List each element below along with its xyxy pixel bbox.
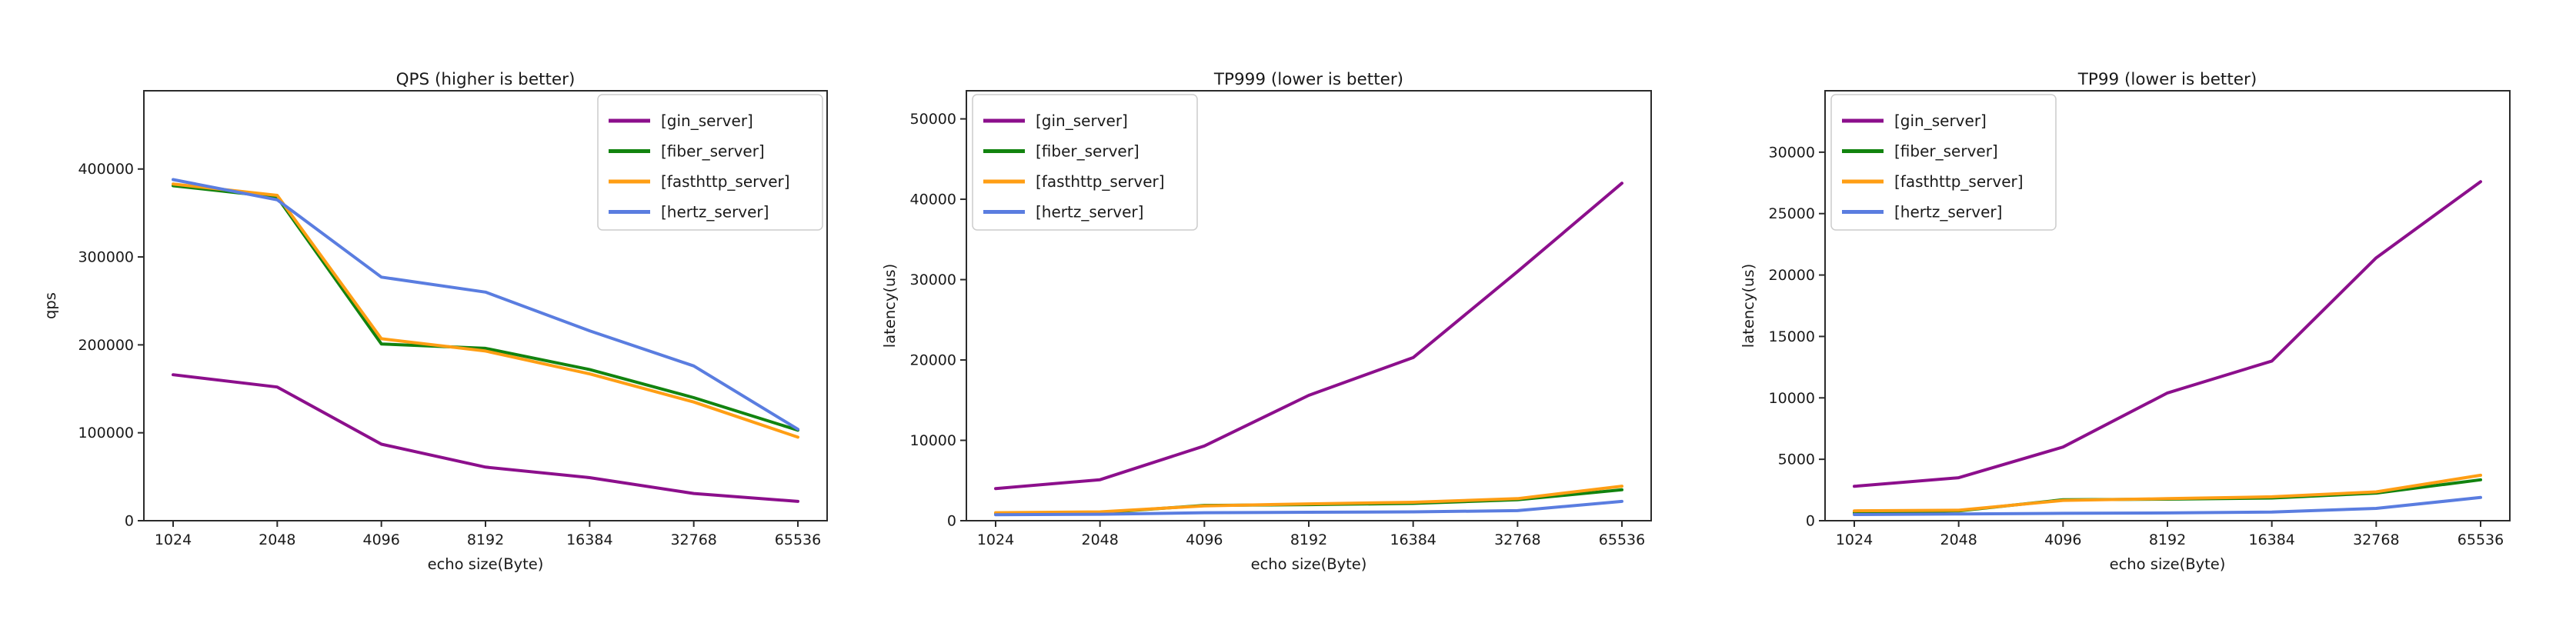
chart-tp99: TP99 (lower is better) latency(us) echo si… (1717, 0, 2576, 623)
legend-label-fiber_server: [fiber_server] (661, 142, 765, 161)
x-tick-label: 16384 (2248, 531, 2294, 548)
chart-title: QPS (higher is better) (396, 70, 576, 89)
x-tick-label: 65536 (1599, 531, 1645, 548)
legend-label-gin_server: [gin_server] (1036, 112, 1128, 130)
y-tick-label: 0 (1806, 513, 1815, 530)
y-tick-label: 20000 (1769, 267, 1815, 284)
x-tick-label: 2048 (259, 531, 295, 548)
series-line-fasthttp_server (994, 485, 1623, 515)
legend-label-gin_server: [gin_server] (1894, 112, 1987, 130)
x-axis-label: echo size(Byte) (2110, 555, 2226, 573)
legend-box (597, 94, 823, 231)
legend-label-fiber_server: [fiber_server] (1036, 142, 1140, 161)
series-line-gin_server (172, 373, 799, 503)
x-tick-label: 2048 (1940, 531, 1977, 548)
y-tick-label: 25000 (1769, 205, 1815, 222)
y-axis-label: latency(us) (1740, 264, 1757, 348)
x-tick-label: 1024 (977, 531, 1014, 548)
chart-qps: QPS (higher is better) qps echo size(Byte)… (0, 0, 859, 623)
plot-border (143, 90, 828, 521)
x-tick-label: 32768 (1494, 531, 1540, 548)
series-line-gin_server (1853, 180, 2482, 488)
y-tick-label: 20000 (910, 352, 956, 369)
legend-box (1830, 94, 2057, 231)
x-tick-label: 16384 (1390, 531, 1436, 548)
series-line-hertz_server (1853, 495, 2482, 516)
chart-title: TP999 (lower is better) (1213, 70, 1403, 89)
legend-label-hertz_server: [hertz_server] (1036, 203, 1143, 222)
series-line-gin_server (994, 182, 1623, 491)
y-tick-label: 40000 (910, 192, 956, 208)
x-tick-label: 8192 (467, 531, 504, 548)
x-tick-label: 16384 (566, 531, 612, 548)
legend-box (972, 94, 1198, 231)
y-tick-label: 5000 (1778, 451, 1815, 468)
x-tick-label: 4096 (362, 531, 399, 548)
y-axis-label: qps (42, 292, 59, 319)
y-tick-label: 30000 (1769, 144, 1815, 161)
x-tick-label: 4096 (2044, 531, 2081, 548)
panel-background (1717, 0, 2576, 623)
series-line-fasthttp_server (1853, 473, 2482, 513)
x-axis-label: echo size(Byte) (428, 555, 544, 573)
y-tick-label: 30000 (910, 272, 956, 288)
legend-label-gin_server: [gin_server] (661, 112, 753, 130)
x-tick-label: 1024 (155, 531, 192, 548)
plot-border (1824, 90, 2511, 521)
y-tick-label: 200000 (78, 337, 134, 354)
panel-background (0, 0, 859, 623)
legend-label-hertz_server: [hertz_server] (1894, 203, 2002, 222)
y-tick-label: 100000 (78, 425, 134, 441)
y-tick-label: 400000 (78, 161, 134, 178)
chart-title: TP99 (lower is better) (2077, 70, 2257, 89)
y-tick-label: 10000 (910, 432, 956, 449)
x-tick-label: 32768 (670, 531, 716, 548)
y-tick-label: 300000 (78, 249, 134, 266)
legend-label-fasthttp_server: [fasthttp_server] (661, 172, 790, 191)
legend-label-fasthttp_server: [fasthttp_server] (1036, 172, 1165, 191)
x-tick-label: 65536 (2458, 531, 2504, 548)
plot-border (966, 90, 1652, 521)
legend-label-fasthttp_server: [fasthttp_server] (1894, 172, 2024, 191)
x-tick-label: 1024 (1836, 531, 1873, 548)
legend-label-hertz_server: [hertz_server] (661, 203, 769, 222)
x-tick-label: 4096 (1186, 531, 1223, 548)
y-tick-label: 0 (125, 513, 134, 530)
y-tick-label: 50000 (910, 111, 956, 128)
panel-background (859, 0, 1717, 623)
chart-tp999: TP999 (lower is better) latency(us) echo s… (859, 0, 1717, 623)
y-tick-label: 0 (947, 513, 956, 530)
x-tick-label: 32768 (2353, 531, 2399, 548)
x-axis-label: echo size(Byte) (1251, 555, 1367, 573)
y-axis-label: latency(us) (881, 264, 899, 348)
series-line-hertz_server (994, 499, 1623, 517)
x-tick-label: 8192 (1290, 531, 1327, 548)
x-tick-label: 2048 (1081, 531, 1118, 548)
y-tick-label: 10000 (1769, 390, 1815, 407)
legend-label-fiber_server: [fiber_server] (1894, 142, 1998, 161)
x-tick-label: 8192 (2149, 531, 2186, 548)
x-tick-label: 65536 (775, 531, 821, 548)
series-line-fasthttp_server (172, 182, 799, 439)
y-tick-label: 15000 (1769, 328, 1815, 345)
series-line-hertz_server (172, 178, 799, 431)
